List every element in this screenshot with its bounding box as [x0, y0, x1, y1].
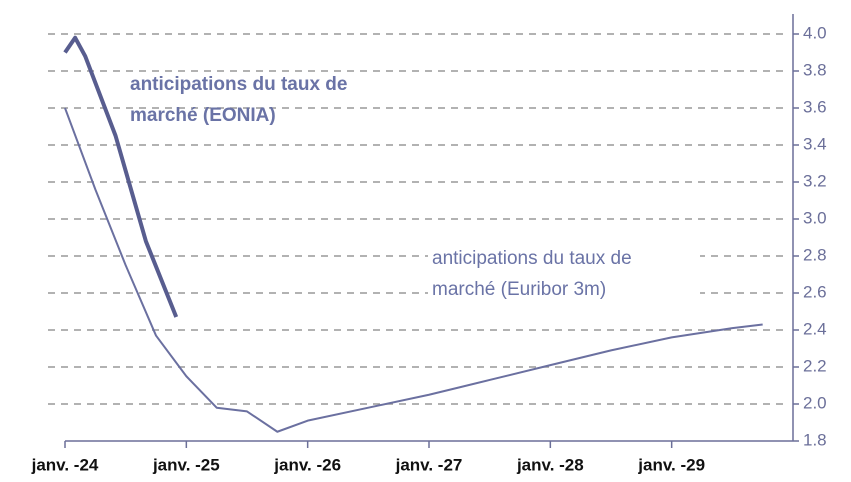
line-series — [64, 107, 763, 433]
x-tick-label: janv. -27 — [395, 455, 463, 474]
y-tick-label: 2.2 — [803, 356, 827, 375]
annotation: marché (Euribor 3m) — [432, 279, 606, 300]
x-tick-label: janv. -24 — [31, 455, 99, 474]
annotation: anticipations du taux de — [130, 74, 347, 95]
line-series — [63, 35, 179, 318]
x-tick-label: janv. -28 — [516, 455, 584, 474]
y-tick-label: 3.6 — [803, 97, 827, 116]
annotation: marché (EONIA) — [130, 105, 276, 126]
y-tick-label: 2.6 — [803, 282, 827, 301]
x-tick-label: janv. -25 — [152, 455, 220, 474]
y-tick-label: 2.8 — [803, 245, 827, 264]
y-tick-label: 4.0 — [803, 23, 827, 42]
y-tick-label: 3.0 — [803, 208, 827, 227]
y-tick-label: 3.8 — [803, 60, 827, 79]
y-tick-label: 3.4 — [803, 134, 827, 153]
y-tick-label: 3.2 — [803, 171, 827, 190]
annotation-bg — [428, 241, 700, 309]
y-tick-label: 1.8 — [803, 430, 827, 449]
annotation: anticipations du taux de — [432, 248, 632, 269]
y-tick-label: 2.4 — [803, 319, 827, 338]
x-tick-label: janv. -29 — [637, 455, 705, 474]
x-tick-label: janv. -26 — [273, 455, 341, 474]
y-tick-label: 2.0 — [803, 393, 827, 412]
